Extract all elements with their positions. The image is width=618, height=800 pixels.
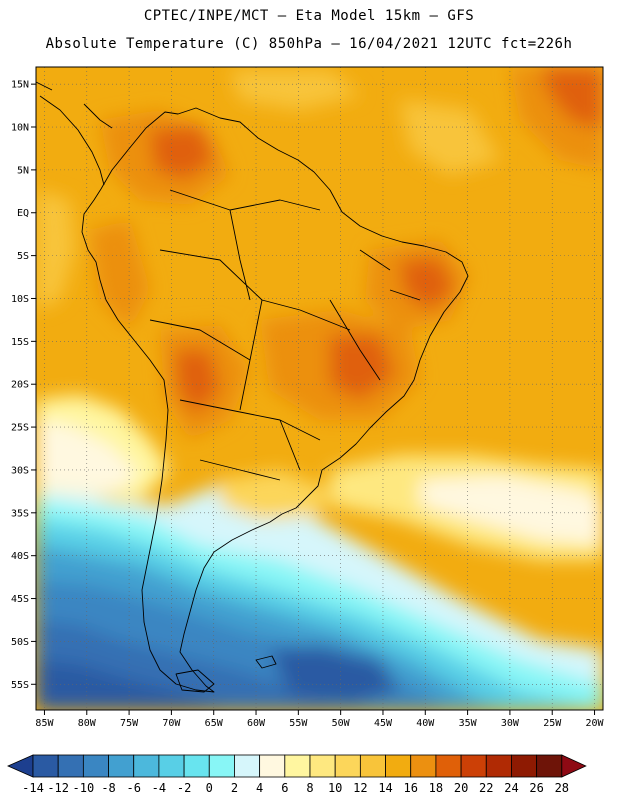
colorbar-swatch — [485, 754, 512, 778]
colorbar-swatch — [536, 754, 563, 778]
plot-frame — [35, 66, 604, 711]
lon-tick-label: 55W — [289, 718, 308, 729]
colorbar-tick-label: 14 — [378, 781, 392, 795]
colorbar-swatch — [234, 754, 261, 778]
lon-tick-label: 35W — [459, 718, 478, 729]
tierra-del-fuego — [175, 669, 215, 693]
longitude-axis: 85W 80W 75W 70W 65W 60W 55W 50W 45W 40W 35W 30W 25W 2… — [35, 710, 605, 729]
colorbar-tick-label: -2 — [177, 781, 191, 795]
lat-tick-label: 15S — [11, 337, 29, 348]
colorbar-tick-label: 8 — [306, 781, 313, 795]
border-lines — [149, 189, 421, 481]
coastline-borders — [36, 81, 469, 693]
colorbar-tick-label: 24 — [504, 781, 518, 795]
lon-tick-label: 80W — [78, 718, 97, 729]
colorbar-tick-label: -6 — [127, 781, 141, 795]
chart-title-line-2: Absolute Temperature (C) 850hPa – 16/04/… — [45, 36, 573, 52]
lat-tick-label: 40S — [11, 551, 29, 562]
colorbar-swatch — [460, 754, 487, 778]
lat-tick-label: 30S — [11, 465, 29, 476]
colorbar-swatch — [108, 754, 135, 778]
graticule — [36, 67, 603, 710]
lat-tick-label: 35S — [11, 508, 29, 519]
south-america-coastline — [81, 107, 469, 693]
colorbar-swatch — [284, 754, 311, 778]
colorbar-tick-label: 26 — [529, 781, 543, 795]
colorbar-tick-label: 4 — [256, 781, 263, 795]
lat-tick-label: 25S — [11, 423, 29, 434]
colorbar-swatch — [385, 754, 412, 778]
chart-title-line-1: CPTEC/INPE/MCT – Eta Model 15km – GFS — [143, 8, 475, 24]
lat-tick-label: 15N — [11, 80, 29, 91]
lon-tick-label: 70W — [162, 718, 181, 729]
colorbar-swatch — [435, 754, 462, 778]
colorbar-tick-label: 16 — [404, 781, 418, 795]
colorbar-swatch — [208, 754, 235, 778]
lon-tick-label: 20W — [586, 718, 605, 729]
latitude-axis: 15N 10N 5N EQ 5S 10S 15S 20S 25S 30S 35S 40S 45S 50S 5… — [11, 80, 36, 691]
colorbar-swatch — [511, 754, 538, 778]
colorbar-swatch — [57, 754, 84, 778]
colorbar-tick-label: 2 — [231, 781, 238, 795]
colorbar-swatch — [334, 754, 361, 778]
colorbar-tick-label: 18 — [429, 781, 443, 795]
lon-tick-label: 50W — [332, 718, 351, 729]
lon-tick-label: 75W — [120, 718, 139, 729]
lat-tick-label: EQ — [17, 208, 29, 219]
colorbar-tick-label: -4 — [152, 781, 166, 795]
colorbar-high-arrow — [561, 754, 587, 778]
colorbar-swatch — [133, 754, 160, 778]
colorbar-tick-label: 0 — [206, 781, 213, 795]
lon-tick-label: 30W — [501, 718, 520, 729]
colorbar-legend: -14 -12 -10 -8 -6 -4 -2 0 2 4 6 8 10 12 14 16 18 20 22 24 26… — [7, 754, 587, 795]
lon-tick-label: 60W — [247, 718, 266, 729]
colorbar-swatch — [82, 754, 109, 778]
colorbar-low-arrow — [7, 754, 34, 778]
lat-tick-label: 5N — [17, 165, 29, 176]
colorbar-swatch — [359, 754, 386, 778]
colorbar-tick-label: -8 — [101, 781, 115, 795]
lat-tick-label: 20S — [11, 380, 29, 391]
lon-tick-label: 40W — [416, 718, 435, 729]
temperature-field — [36, 67, 603, 710]
lat-tick-label: 50S — [11, 637, 29, 648]
lat-tick-label: 55S — [11, 680, 29, 691]
lon-tick-label: 85W — [35, 718, 54, 729]
colorbar-tick-label: 6 — [281, 781, 288, 795]
colorbar-tick-label: 22 — [479, 781, 493, 795]
lat-tick-label: 10N — [11, 123, 29, 134]
colorbar-swatch — [32, 754, 59, 778]
lon-tick-label: 65W — [205, 718, 224, 729]
colorbar-swatch — [259, 754, 286, 778]
colorbar-tick-label: 10 — [328, 781, 342, 795]
colorbar-tick-label: 28 — [555, 781, 569, 795]
colorbar-tick-label: 12 — [353, 781, 367, 795]
lon-tick-label: 25W — [543, 718, 562, 729]
colorbar-swatch — [183, 754, 210, 778]
lon-tick-label: 45W — [374, 718, 393, 729]
falklands — [255, 655, 277, 669]
colorbar-tick-label: 20 — [454, 781, 468, 795]
colorbar-tick-label: -14 — [22, 781, 44, 795]
colorbar-tick-label: -12 — [47, 781, 69, 795]
lat-tick-label: 45S — [11, 594, 29, 605]
colorbar-swatch — [309, 754, 336, 778]
colorbar-tick-label: -10 — [73, 781, 95, 795]
lat-tick-label: 10S — [11, 294, 29, 305]
colorbar-swatch — [410, 754, 437, 778]
central-america — [36, 81, 113, 186]
lat-tick-label: 5S — [17, 251, 29, 262]
colorbar-swatch — [158, 754, 185, 778]
